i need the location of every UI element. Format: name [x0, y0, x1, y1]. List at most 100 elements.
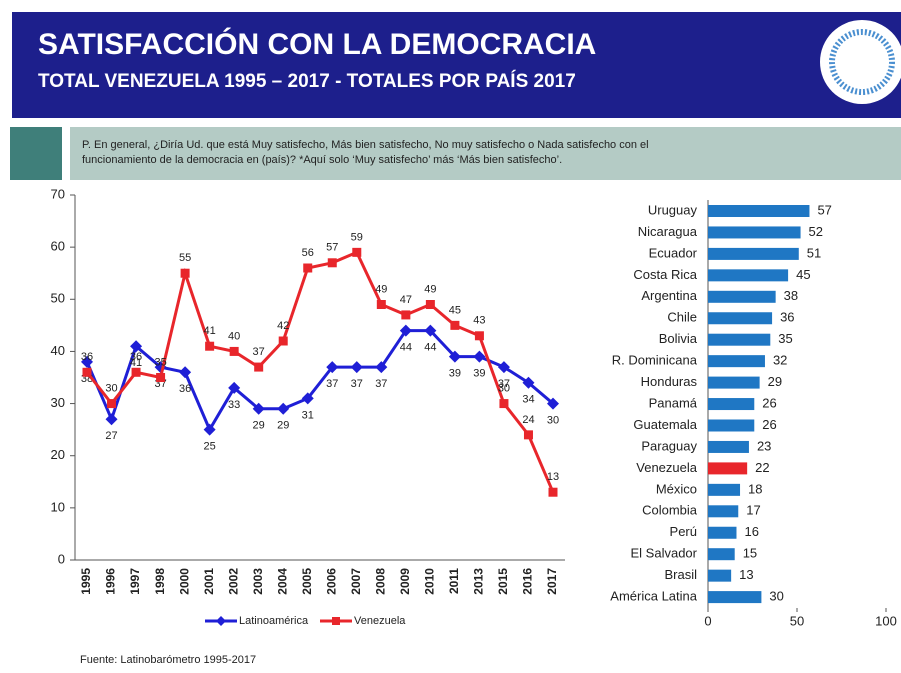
source: Fuente: Latinobarómetro 1995-2017: [80, 654, 256, 666]
marker: [303, 264, 312, 273]
x-tick-label: 0: [704, 613, 711, 628]
x-tick-label: 1995: [79, 568, 93, 595]
title: SATISFACCIÓN CON LA DEMOCRACIA: [38, 27, 596, 61]
data-label: 44: [400, 341, 412, 353]
x-tick-label: 2013: [472, 568, 486, 595]
data-label: 27: [105, 430, 117, 442]
category-label: R. Dominicana: [612, 353, 698, 368]
data-label: 39: [473, 368, 485, 380]
legend-label: Venezuela: [354, 615, 406, 627]
data-label: 31: [302, 409, 314, 421]
category-label: Bolivia: [659, 331, 698, 346]
data-label: 41: [204, 325, 216, 337]
data-label: 13: [739, 567, 753, 582]
marker: [181, 269, 190, 278]
bar: [708, 505, 738, 517]
y-tick-label: 60: [51, 239, 65, 254]
category-label: Panamá: [649, 395, 698, 410]
data-label: 35: [154, 356, 166, 368]
bar: [708, 484, 740, 496]
data-label: 26: [762, 417, 776, 432]
data-label: 56: [302, 247, 314, 259]
data-label: 24: [522, 414, 534, 426]
category-label: Brasil: [664, 567, 697, 582]
data-label: 55: [179, 252, 191, 264]
question-line: funcionamiento de la democracia en (país…: [82, 154, 562, 166]
marker: [205, 342, 214, 351]
x-tick-label: 2002: [226, 568, 240, 595]
x-tick-label: 2006: [324, 568, 338, 595]
marker: [107, 399, 116, 408]
data-label: 29: [277, 420, 289, 432]
x-tick-label: 50: [790, 613, 804, 628]
category-label: Honduras: [641, 374, 698, 389]
data-label: 45: [796, 267, 810, 282]
data-label: 29: [253, 420, 265, 432]
x-tick-label: 2011: [447, 568, 461, 594]
marker: [549, 488, 558, 497]
bar: [708, 291, 776, 303]
marker: [351, 361, 363, 373]
data-label: 25: [204, 441, 216, 453]
category-label: Chile: [667, 310, 697, 325]
data-label: 36: [130, 351, 142, 363]
bar: [708, 377, 760, 389]
x-tick-label: 2000: [177, 568, 191, 595]
bar: [708, 248, 799, 260]
marker: [132, 368, 141, 377]
data-label: 49: [375, 283, 387, 295]
bar: [708, 205, 809, 217]
x-tick-label: 1998: [153, 568, 167, 595]
bar: [708, 226, 801, 238]
x-tick-label: 2015: [496, 568, 510, 595]
bar: [708, 570, 731, 582]
bar: [708, 441, 749, 453]
slide: SATISFACCIÓN CON LA DEMOCRACIA TOTAL VEN…: [0, 0, 901, 673]
y-tick-label: 10: [51, 499, 65, 514]
x-tick-label: 2017: [545, 568, 559, 595]
category-label: México: [656, 481, 697, 496]
y-tick-label: 30: [51, 395, 65, 410]
x-tick-label: 1997: [128, 568, 142, 595]
data-label: 47: [400, 294, 412, 306]
x-tick-label: 100: [875, 613, 897, 628]
x-tick-label: 2010: [423, 568, 437, 595]
data-label: 16: [744, 524, 758, 539]
data-label: 45: [449, 304, 461, 316]
y-tick-label: 40: [51, 343, 65, 358]
category-label: Costa Rica: [633, 267, 697, 282]
data-label: 36: [179, 383, 191, 395]
data-label: 23: [757, 438, 771, 453]
x-tick-label: 2005: [300, 568, 314, 595]
data-label: 40: [228, 330, 240, 342]
data-label: 42: [277, 320, 289, 332]
data-label: 36: [81, 351, 93, 363]
bar: [708, 420, 754, 432]
category-label: El Salvador: [631, 546, 698, 561]
y-tick-label: 70: [51, 186, 65, 201]
bar: [708, 591, 761, 603]
data-label: 37: [375, 378, 387, 390]
bar: [708, 334, 770, 346]
marker: [426, 300, 435, 309]
question-marker: [10, 127, 62, 180]
marker: [377, 300, 386, 309]
data-label: 17: [746, 503, 760, 518]
legend-marker: [216, 616, 226, 626]
data-label: 37: [253, 346, 265, 358]
x-tick-label: 2001: [202, 568, 216, 595]
subtitle: TOTAL VENEZUELA 1995 – 2017 - TOTALES PO…: [38, 70, 576, 92]
data-label: 26: [762, 395, 776, 410]
marker: [106, 413, 118, 425]
data-label: 30: [547, 414, 559, 426]
data-label: 15: [743, 546, 757, 561]
data-label: 37: [326, 378, 338, 390]
category-label: Paraguay: [641, 438, 697, 453]
marker: [328, 258, 337, 267]
data-label: 59: [351, 231, 363, 243]
data-label: 57: [326, 242, 338, 254]
data-label: 38: [784, 288, 798, 303]
marker: [473, 351, 485, 363]
marker: [279, 337, 288, 346]
question-line: P. En general, ¿Diría Ud. que está Muy s…: [82, 139, 649, 151]
